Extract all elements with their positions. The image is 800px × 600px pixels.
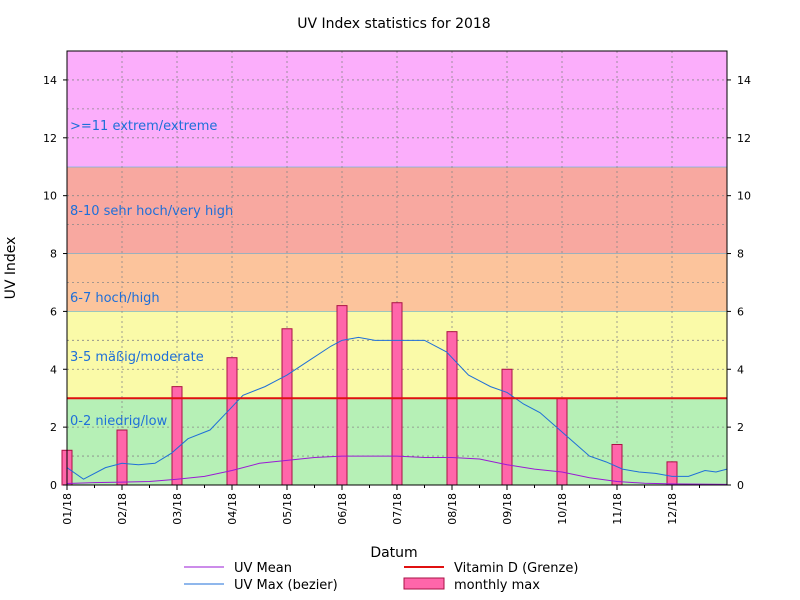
y-tick-label: 4 <box>50 363 57 376</box>
y-tick-label: 12 <box>43 132 57 145</box>
y-tick-label-right: 6 <box>737 305 744 318</box>
monthly-max-bar <box>226 357 238 486</box>
y-tick-label: 8 <box>50 248 57 261</box>
x-tick-label: 03/18 <box>171 493 184 525</box>
y-tick-label-right: 4 <box>737 363 744 376</box>
x-axis-label: Datum <box>370 545 417 561</box>
band-labels: 0-2 niedrig/low 3-5 mäßig/moderate 6-7 hoc… <box>70 119 233 429</box>
y-tick-label: 6 <box>50 305 57 318</box>
y-tick-label-right: 2 <box>737 421 744 434</box>
y-tick-label: 2 <box>50 421 57 434</box>
monthly-max-bar <box>391 302 403 486</box>
legend-monthly-max-label: monthly max <box>454 578 540 593</box>
x-tick-labels: 01/18 02/18 03/18 04/18 05/18 06/18 07/18 08/18… <box>61 485 700 525</box>
legend-vitamin-d-label: Vitamin D (Grenze) <box>454 561 578 576</box>
x-tick-label: 05/18 <box>281 493 294 525</box>
x-tick-label: 12/18 <box>666 493 679 525</box>
y-tick-label: 0 <box>50 479 57 492</box>
x-tick-label: 06/18 <box>336 493 349 525</box>
band-label: >=11 extrem/extreme <box>70 119 217 134</box>
band-label: 6-7 hoch/high <box>70 291 160 306</box>
monthly-max-bar <box>281 328 293 486</box>
x-tick-label: 09/18 <box>501 493 514 525</box>
x-tick-label: 10/18 <box>556 493 569 525</box>
monthly-max-bar <box>666 461 678 486</box>
uv-mean-line <box>66 455 728 485</box>
y-axis-label: UV Index <box>3 237 19 300</box>
y-tick-label: 10 <box>43 190 57 203</box>
legend-monthly-max-symbol <box>403 577 445 590</box>
legend: UV Mean UV Max (bezier) Vitamin D (Grenze)… <box>184 561 578 593</box>
monthly-max-bar <box>501 368 513 486</box>
y-tick-label-right: 8 <box>737 248 744 261</box>
monthly-max-bar <box>336 305 348 486</box>
x-tick-label: 07/18 <box>391 493 404 525</box>
y-tick-label: 14 <box>43 74 57 87</box>
monthly-max-bar <box>171 386 183 486</box>
x-tick-label: 11/18 <box>611 493 624 525</box>
y-tick-label-right: 12 <box>737 132 751 145</box>
band-label: 0-2 niedrig/low <box>70 414 168 429</box>
y-tick-labels-right: 0 2 4 6 8 10 12 14 <box>727 74 751 492</box>
x-tick-label: 01/18 <box>61 493 74 525</box>
band-label: 3-5 mäßig/moderate <box>70 350 204 365</box>
band-label: 8-10 sehr hoch/very high <box>70 204 233 219</box>
chart-title: UV Index statistics for 2018 <box>297 16 490 32</box>
series-lines <box>66 336 728 485</box>
legend-uv-mean-label: UV Mean <box>234 561 292 576</box>
y-tick-label-right: 0 <box>737 479 744 492</box>
y-tick-label-right: 10 <box>737 190 751 203</box>
uv-max-line <box>66 336 728 480</box>
y-tick-labels-left: 0 2 4 6 8 10 12 14 <box>43 74 67 492</box>
legend-swatch <box>403 577 445 590</box>
y-tick-label-right: 14 <box>737 74 751 87</box>
x-tick-label: 02/18 <box>116 493 129 525</box>
x-tick-label: 08/18 <box>446 493 459 525</box>
x-tick-label: 04/18 <box>226 493 239 525</box>
monthly-max-bar <box>116 429 128 486</box>
legend-uv-max-label: UV Max (bezier) <box>234 578 338 593</box>
